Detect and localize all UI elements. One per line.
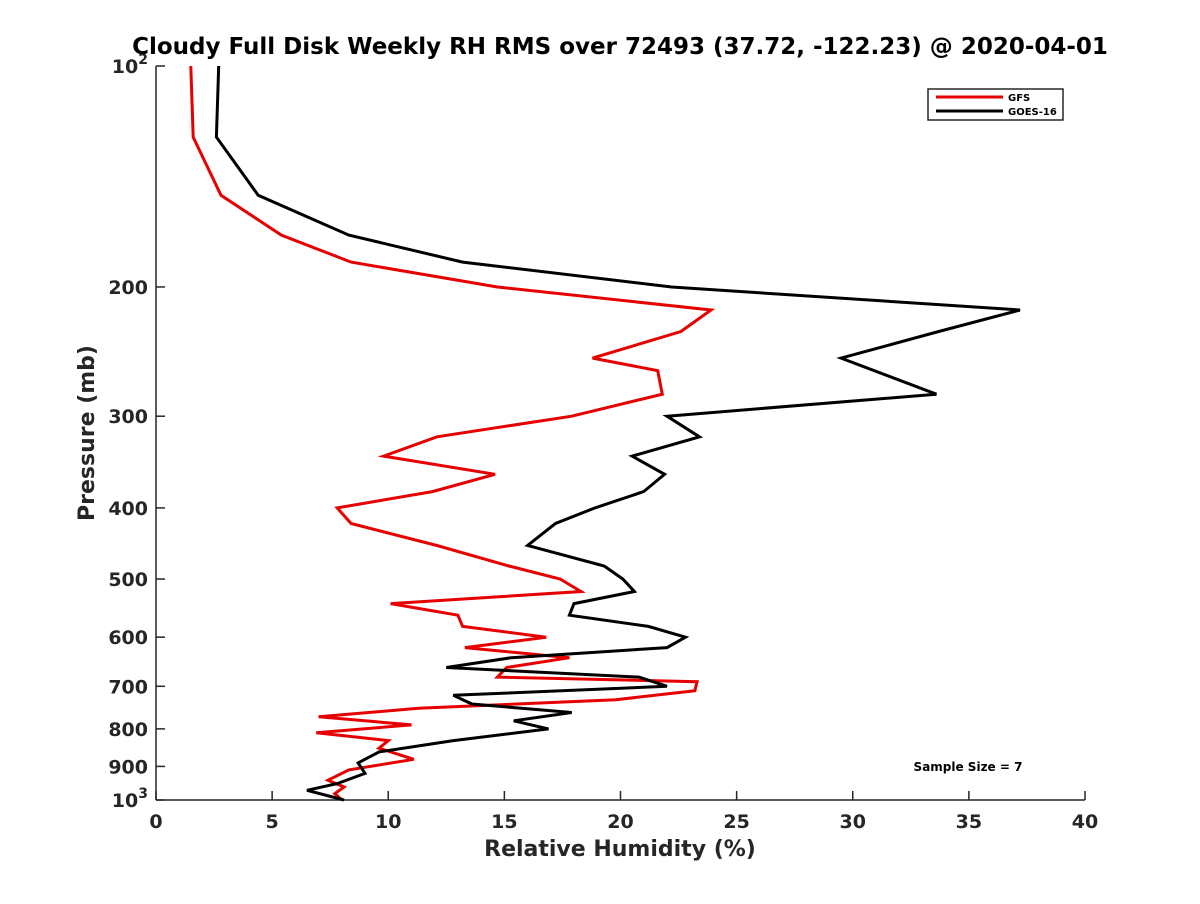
y-tick-label: 102 (112, 52, 148, 78)
y-tick-label: 700 (108, 676, 148, 698)
x-tick-label: 40 (1072, 811, 1098, 833)
x-tick-label: 20 (607, 811, 633, 833)
chart-title: Cloudy Full Disk Weekly RH RMS over 7249… (132, 34, 1108, 60)
axes: 0 5 10 15 20 25 30 35 40 102 200 300 400 500 600 700 800… (108, 52, 1098, 833)
x-tick-label: 15 (491, 811, 517, 833)
x-axis-label: Relative Humidity (%) (484, 837, 756, 862)
series-lines (191, 66, 1020, 800)
x-tick-label: 25 (723, 811, 749, 833)
y-axis-label: Pressure (mb) (75, 345, 100, 521)
y-tick-label: 600 (108, 627, 148, 649)
legend: GFS GOES-16 (928, 89, 1063, 120)
y-tick-label: 400 (108, 498, 148, 520)
x-tick-label: 35 (956, 811, 982, 833)
series-line-goes-16 (216, 66, 1020, 800)
sample-size-annotation: Sample Size = 7 (914, 760, 1023, 774)
y-tick-label: 103 (112, 786, 148, 812)
legend-label: GFS (1008, 93, 1030, 104)
x-tick-label: 10 (375, 811, 401, 833)
y-tick-label: 300 (108, 406, 148, 428)
y-tick-label: 900 (108, 756, 148, 778)
legend-label: GOES-16 (1008, 107, 1057, 118)
y-tick-label: 800 (108, 719, 148, 741)
y-tick-label: 200 (108, 277, 148, 299)
y-tick-label: 500 (108, 569, 148, 591)
x-tick-label: 0 (149, 811, 162, 833)
x-tick-label: 5 (266, 811, 279, 833)
x-tick-label: 30 (840, 811, 866, 833)
series-line-gfs (191, 66, 711, 800)
